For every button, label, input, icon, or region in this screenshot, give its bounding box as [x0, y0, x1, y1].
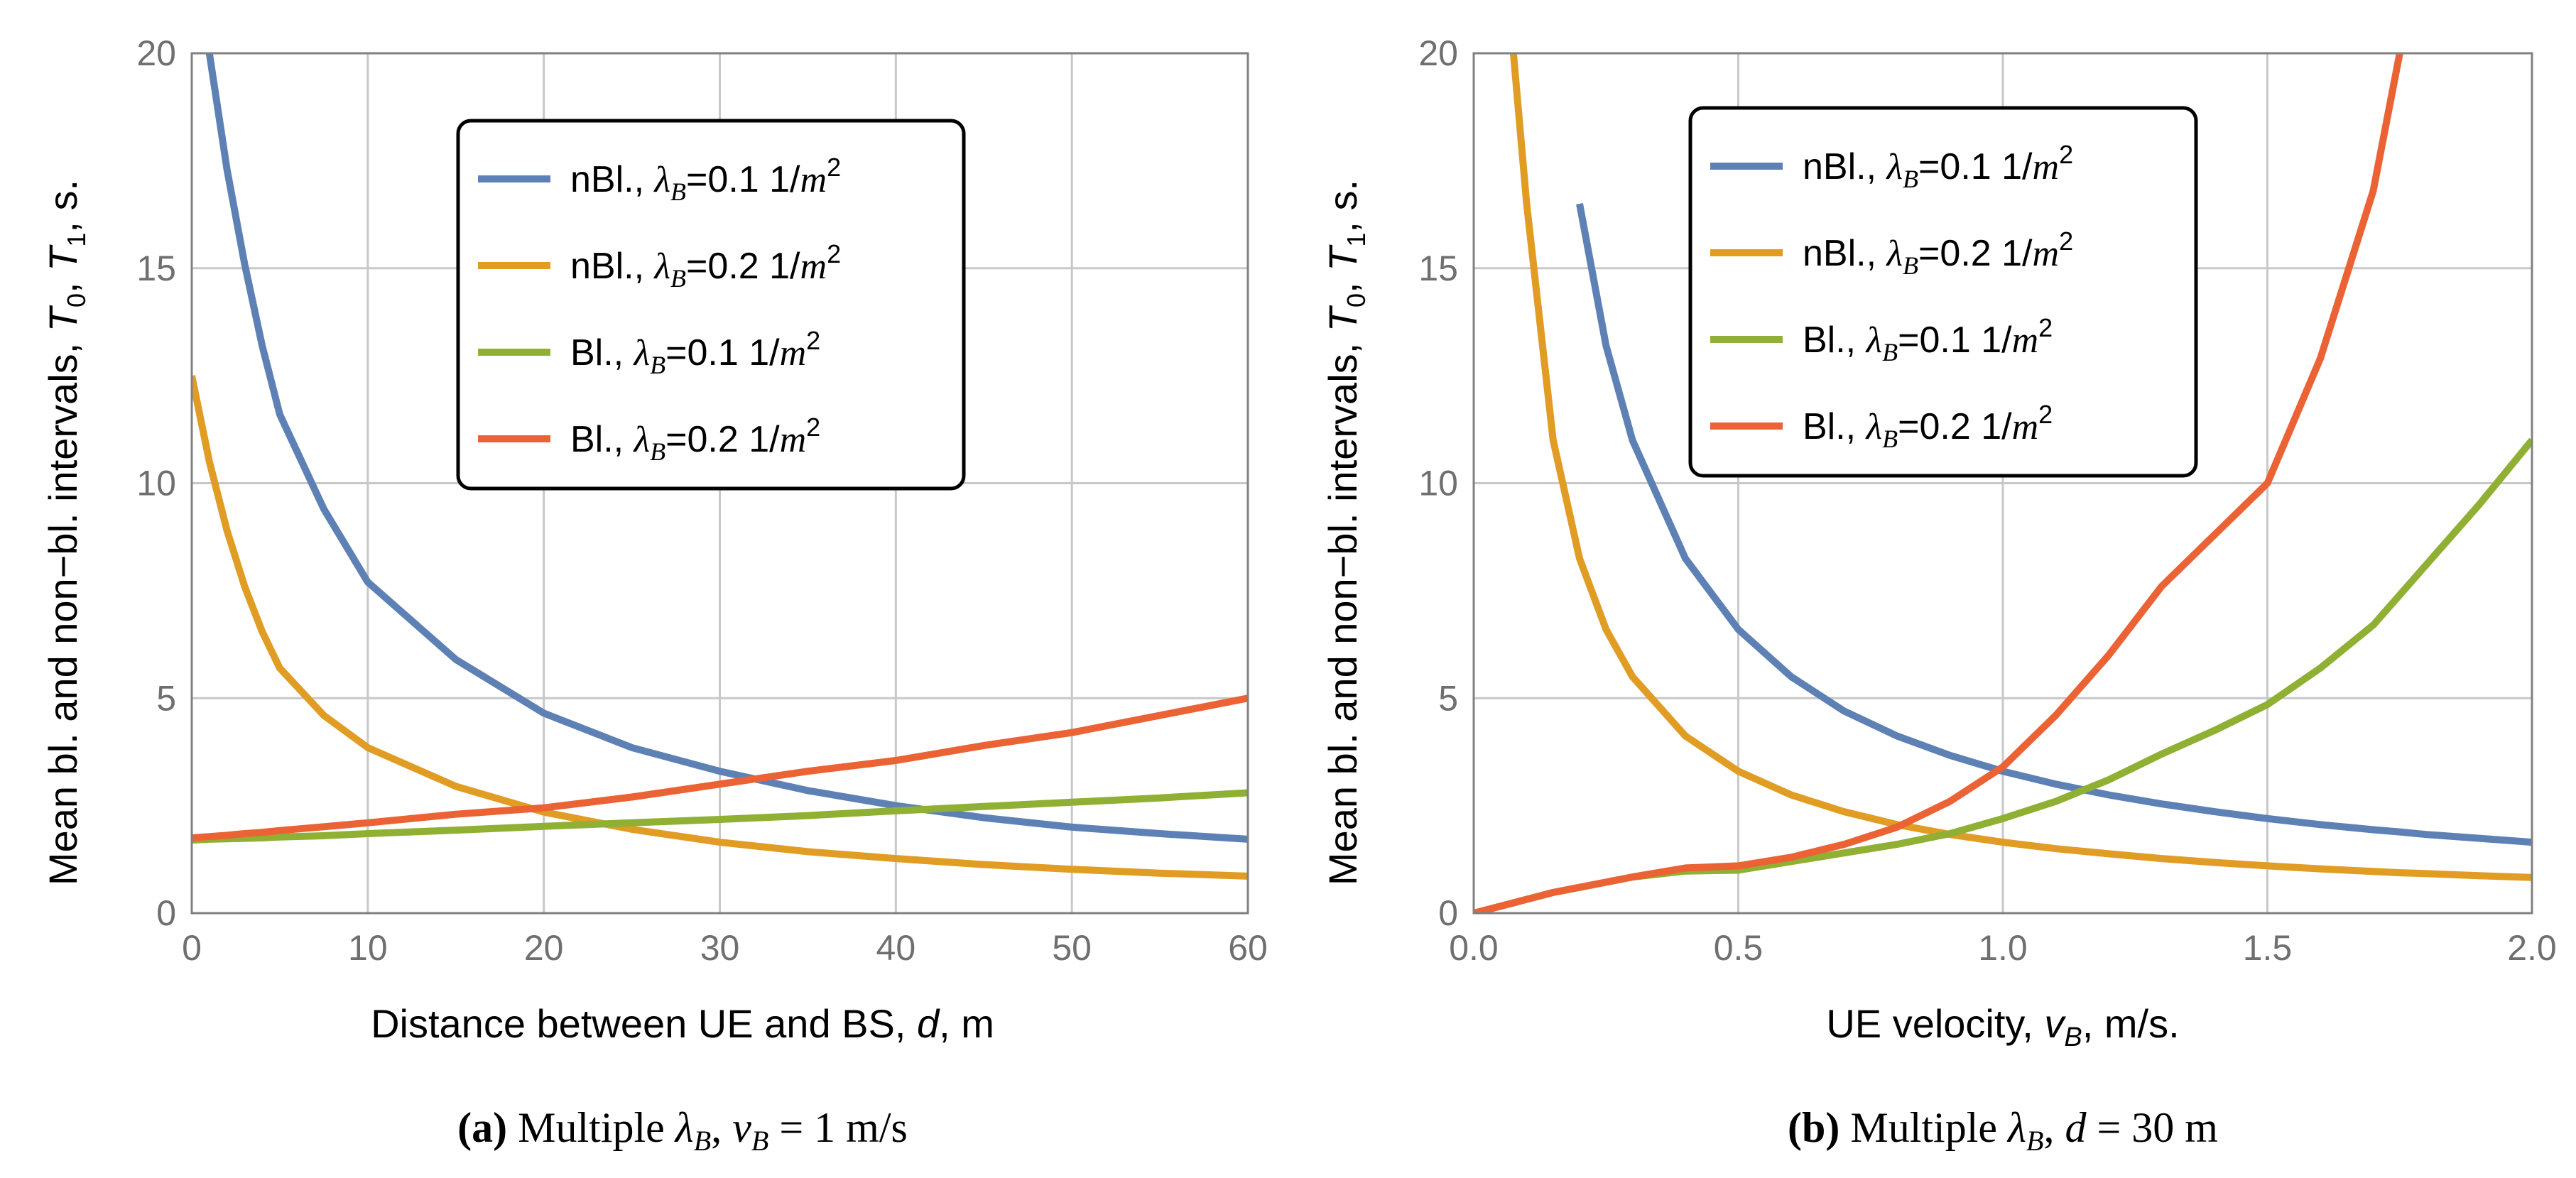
series-lines	[192, 53, 1248, 880]
x-tick-labels: 0.0 0.5 1.0 1.5 2.0	[1449, 928, 2557, 968]
y-axis-label: Mean bl. and non−bl. intervals, T0, T1, …	[1320, 180, 1371, 885]
chart-panel-a: 0 10 20 30 40 50 60 0 5 10 15 20 Distance between …	[40, 33, 1268, 1157]
legend-box	[456, 119, 966, 491]
x-tick-label: 20	[524, 928, 564, 968]
series-line-1	[1576, 202, 2532, 846]
y-tick-label: 10	[1418, 464, 1458, 503]
series-line-3	[192, 789, 1248, 844]
legend-entry: Bl., λB=0.1 1/m2	[1803, 313, 2053, 366]
legend: nBl., λB=0.1 1/m2 nBl., λB=0.2 1/m2 Bl., λ…	[1688, 106, 2198, 478]
legend-entry: nBl., λB=0.2 1/m2	[570, 239, 841, 293]
y-tick-label: 5	[1438, 678, 1458, 718]
legend-entry: nBl., λB=0.1 1/m2	[1803, 140, 2073, 193]
y-tick-label: 20	[1418, 33, 1458, 73]
caption: (b) Multiple λB, d = 30 m	[1788, 1104, 2218, 1157]
plot-frame	[1472, 52, 2533, 915]
legend-entry: nBl., λB=0.2 1/m2	[1803, 227, 2073, 280]
x-tick-label: 2.0	[2507, 928, 2557, 968]
series-line-4	[192, 694, 1248, 841]
legend-entry: Bl., λB=0.2 1/m2	[570, 413, 820, 466]
series-lines	[1474, 53, 2532, 913]
y-tick-label: 5	[156, 678, 176, 718]
legend: nBl., λB=0.1 1/m2 nBl., λB=0.2 1/m2 Bl., λ…	[456, 119, 966, 491]
x-tick-label: 30	[700, 928, 740, 968]
x-axis-label: Distance between UE and BS, d, m	[371, 1001, 994, 1046]
x-tick-label: 50	[1052, 928, 1092, 968]
x-tick-label: 0.5	[1714, 928, 1763, 968]
x-tick-label: 0	[182, 928, 202, 968]
x-tick-label: 1.5	[2243, 928, 2293, 968]
plot-frame	[190, 52, 1249, 915]
series-line-2	[1509, 53, 2532, 881]
legend-box	[1688, 106, 2198, 478]
legend-entry: nBl., λB=0.1 1/m2	[570, 153, 841, 206]
series-line-4	[1474, 53, 2403, 913]
y-tick-label: 0	[156, 893, 176, 933]
series-line-1	[205, 53, 1248, 843]
chart-panel-b: 0.0 0.5 1.0 1.5 2.0 0 5 10 15 20 UE velocity, vB…	[1320, 33, 2557, 1157]
y-tick-label: 15	[1418, 249, 1458, 288]
y-tick-labels: 0 5 10 15 20	[1418, 33, 1458, 933]
y-tick-label: 15	[136, 249, 176, 288]
legend-entry: Bl., λB=0.1 1/m2	[570, 326, 820, 379]
y-tick-label: 0	[1438, 893, 1458, 933]
y-tick-labels: 0 5 10 15 20	[136, 33, 176, 933]
x-tick-label: 1.0	[1978, 928, 2028, 968]
y-tick-label: 20	[136, 33, 176, 73]
x-tick-label: 10	[348, 928, 388, 968]
x-tick-labels: 0 10 20 30 40 50 60	[182, 928, 1268, 968]
y-axis-label: Mean bl. and non−bl. intervals, T0, T1, …	[40, 180, 91, 885]
caption: (a) Multiple λB, vB = 1 m/s	[457, 1104, 908, 1157]
series-line-2	[192, 375, 1248, 880]
x-tick-label: 60	[1228, 928, 1268, 968]
legend-entry: Bl., λB=0.2 1/m2	[1803, 400, 2053, 453]
x-tick-label: 40	[876, 928, 916, 968]
x-tick-label: 0.0	[1449, 928, 1499, 968]
y-tick-label: 10	[136, 464, 176, 503]
x-axis-label: UE velocity, vB, m/s.	[1826, 1001, 2179, 1052]
